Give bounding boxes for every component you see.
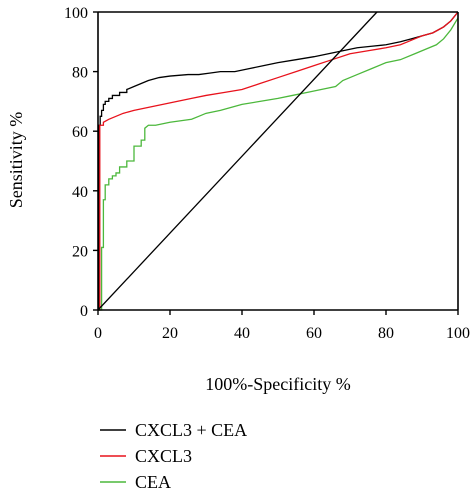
y-tick-label: 40 [72, 184, 88, 201]
reference-diagonal-line [97, 11, 378, 311]
x-tick-label: 80 [378, 325, 394, 342]
y-axis-ticks: 0 20 40 60 80 100 [64, 5, 98, 320]
x-axis-title: 100%-Specificity % [205, 374, 350, 394]
y-tick-label: 0 [80, 303, 88, 320]
series-line-cxcl3-cea [98, 11, 459, 311]
y-tick-label: 20 [72, 243, 88, 260]
axes [97, 11, 459, 311]
y-tick-label: 100 [64, 5, 88, 22]
y-tick-label: 60 [72, 124, 88, 141]
x-axis-ticks: 0 20 40 60 80 100 [94, 310, 470, 342]
legend-label: CXCL3 [135, 446, 192, 466]
legend-label: CEA [135, 472, 171, 492]
x-tick-label: 40 [234, 325, 250, 342]
x-tick-label: 60 [306, 325, 322, 342]
legend: CXCL3 + CEA CXCL3 CEA [100, 420, 247, 492]
x-tick-label: 20 [162, 325, 178, 342]
y-axis-title: Sensitivity % [6, 112, 26, 209]
y-tick-label: 80 [72, 65, 88, 82]
series-line-cea [98, 17, 459, 311]
x-tick-label: 0 [94, 325, 102, 342]
x-tick-label: 100 [446, 325, 470, 342]
plot-lines [97, 11, 459, 311]
legend-label: CXCL3 + CEA [135, 420, 247, 440]
series-line-cxcl3 [98, 11, 459, 311]
